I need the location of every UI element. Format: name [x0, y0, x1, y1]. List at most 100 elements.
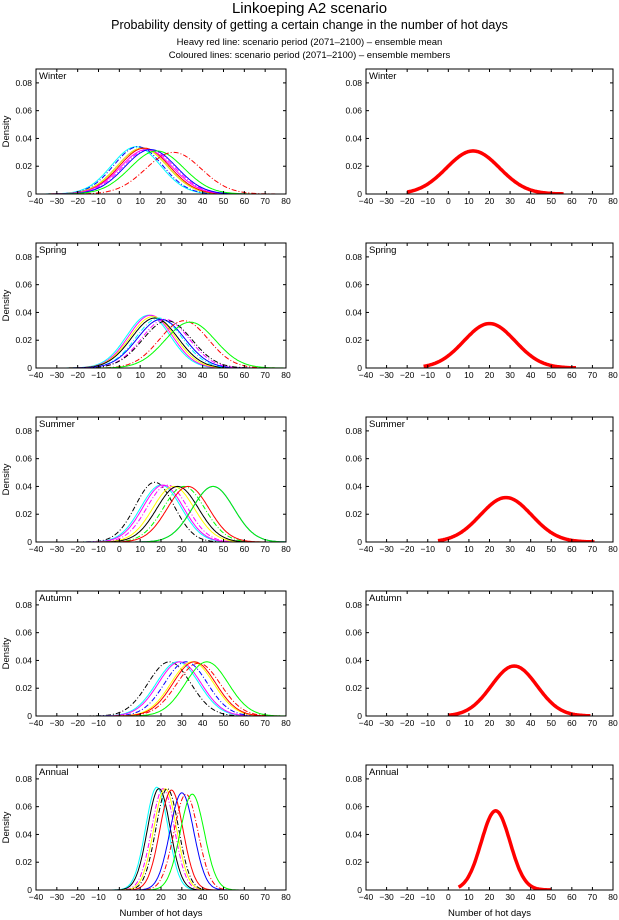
season-label: Annual	[369, 767, 399, 778]
x-tick-label: −20	[70, 892, 85, 902]
y-tick-label: 0.08	[345, 426, 362, 436]
x-tick-label: 0	[446, 718, 451, 728]
x-tick-label: 60	[240, 370, 250, 380]
x-tick-label: 0	[446, 544, 451, 554]
y-tick-label: 0.06	[345, 802, 362, 812]
x-tick-label: 10	[464, 892, 474, 902]
x-tick-label: 80	[608, 718, 618, 728]
season-label: Summer	[39, 419, 75, 430]
y-tick-label: 0.04	[345, 307, 362, 317]
figure-subtitle: Probability density of getting a certain…	[111, 18, 508, 32]
x-tick-label: −20	[400, 370, 415, 380]
x-tick-label: 70	[260, 196, 270, 206]
season-label: Winter	[39, 71, 66, 82]
x-tick-label: 20	[485, 718, 495, 728]
x-tick-label: 30	[505, 892, 515, 902]
y-tick-label: 0.08	[15, 426, 32, 436]
x-tick-label: −10	[91, 370, 106, 380]
x-tick-label: 0	[117, 544, 122, 554]
ensemble-mean-curve	[448, 664, 591, 716]
x-tick-label: −30	[379, 196, 394, 206]
ensemble-member-curve	[36, 661, 286, 716]
ensemble-member-curve	[36, 788, 286, 890]
ensemble-member-curve	[36, 485, 286, 542]
x-tick-label: 20	[156, 544, 166, 554]
x-tick-label: −30	[50, 544, 65, 554]
x-tick-label: 10	[135, 370, 145, 380]
x-tick-label: 70	[588, 544, 598, 554]
y-tick-label: 0.06	[345, 454, 362, 464]
x-tick-label: 40	[198, 196, 208, 206]
y-tick-label: 0.04	[15, 655, 32, 665]
ensemble-member-curve	[36, 484, 286, 542]
x-tick-label: 0	[446, 892, 451, 902]
x-tick-label: −20	[400, 544, 415, 554]
x-tick-label: −10	[421, 196, 436, 206]
x-tick-label: 50	[219, 370, 229, 380]
plot-frame	[35, 68, 287, 195]
plot-frame	[35, 764, 287, 891]
y-tick-label: 0.08	[345, 252, 362, 262]
ensemble-member-curve	[36, 147, 286, 194]
x-tick-label: −20	[400, 196, 415, 206]
x-tick-label: 30	[177, 196, 187, 206]
y-tick-label: 0.02	[15, 335, 32, 345]
x-tick-label: 50	[219, 544, 229, 554]
panel-winter-ensemble-mean: −40 −30 −20 −10 0 10 20 30 40 50 60 70 80 0 0.02 0.04 0.…	[345, 68, 618, 206]
y-tick-label: 0	[357, 363, 362, 373]
x-tick-label: 50	[547, 544, 557, 554]
x-tick-label: 40	[198, 544, 208, 554]
x-axis-label: Number of hot days	[120, 908, 203, 919]
x-tick-label: 80	[281, 718, 291, 728]
ensemble-member-curve	[36, 485, 286, 542]
y-tick-label: 0.06	[15, 280, 32, 290]
y-tick-label: 0.08	[345, 78, 362, 88]
ensemble-member-curve	[36, 788, 286, 890]
x-tick-label: 20	[156, 370, 166, 380]
y-tick-label: 0.06	[345, 628, 362, 638]
y-tick-label: 0.04	[15, 307, 32, 317]
y-tick-label: 0.08	[345, 600, 362, 610]
y-tick-label: 0.06	[345, 280, 362, 290]
x-tick-label: 40	[526, 718, 536, 728]
x-tick-label: 50	[219, 718, 229, 728]
ensemble-member-curve	[36, 485, 286, 542]
x-tick-label: −10	[91, 196, 106, 206]
x-tick-label: 20	[485, 544, 495, 554]
plot-frame	[35, 416, 287, 543]
x-tick-label: 30	[505, 196, 515, 206]
x-tick-label: −30	[379, 544, 394, 554]
season-label: Autumn	[39, 593, 72, 604]
plot-frame	[365, 416, 614, 543]
x-tick-label: 10	[135, 718, 145, 728]
x-tick-label: 70	[260, 544, 270, 554]
x-tick-label: 60	[240, 544, 250, 554]
ensemble-member-curve	[36, 317, 286, 368]
y-tick-label: 0.06	[15, 106, 32, 116]
y-tick-label: 0.02	[15, 683, 32, 693]
ensemble-member-curve	[36, 314, 286, 368]
y-tick-label: 0.08	[345, 774, 362, 784]
ensemble-member-curve	[36, 147, 286, 194]
y-tick-label: 0.02	[15, 509, 32, 519]
y-tick-label: 0	[357, 711, 362, 721]
ensemble-member-curve	[36, 147, 286, 194]
x-tick-label: 0	[117, 892, 122, 902]
x-tick-label: −40	[29, 544, 44, 554]
x-tick-label: −40	[359, 370, 374, 380]
x-tick-label: −30	[50, 370, 65, 380]
ensemble-member-curve	[36, 661, 286, 716]
x-tick-label: 50	[547, 718, 557, 728]
panel-summer-members: −40 −30 −20 −10 0 10 20 30 40 50 60 70 80 0 0.02 0.04 0.…	[1, 416, 291, 554]
x-tick-label: −30	[379, 370, 394, 380]
y-tick-label: 0.02	[345, 161, 362, 171]
ensemble-member-curve	[36, 318, 286, 368]
season-label: Summer	[369, 419, 405, 430]
plot-frame	[35, 242, 287, 369]
ensemble-member-curve	[36, 793, 286, 890]
x-tick-label: 80	[608, 370, 618, 380]
x-tick-label: 70	[260, 370, 270, 380]
x-tick-label: 10	[464, 718, 474, 728]
x-tick-label: 30	[177, 718, 187, 728]
legend-note-ensemble-members: Coloured lines: scenario period (2071–21…	[168, 50, 451, 61]
